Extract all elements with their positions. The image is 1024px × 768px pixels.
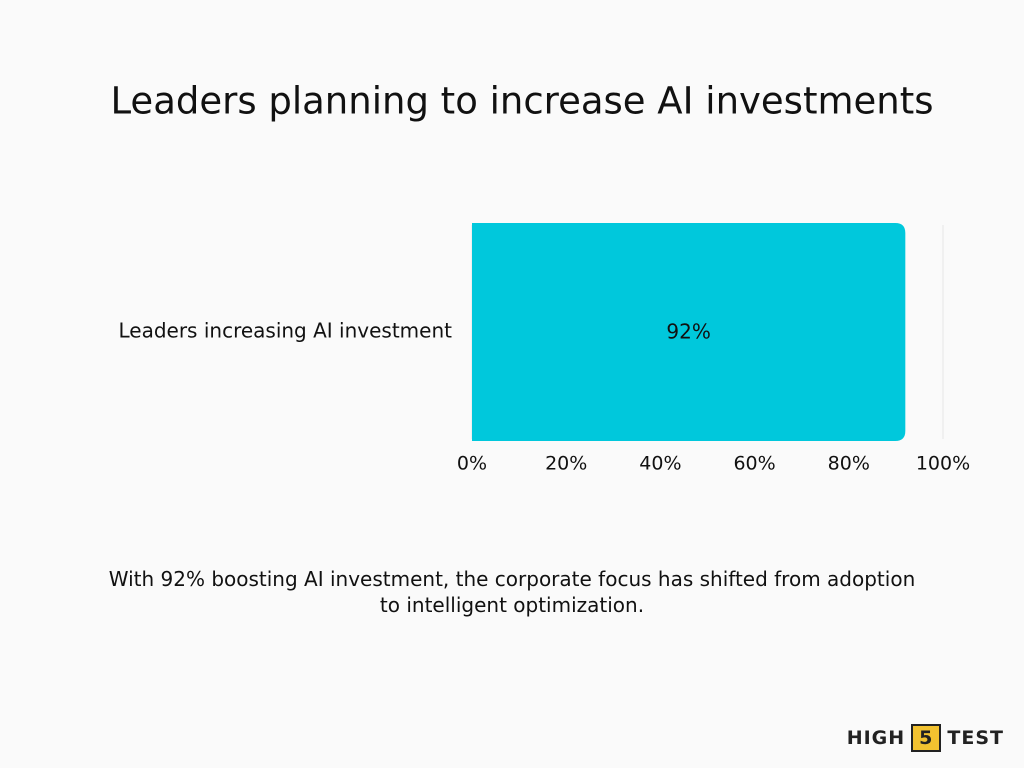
x-tick-label: 60% <box>733 453 775 475</box>
x-tick-label: 100% <box>916 453 970 475</box>
logo-text: TEST <box>947 727 1004 749</box>
x-tick-label: 20% <box>545 453 587 475</box>
logo-text: HIGH <box>846 727 906 749</box>
category-label: Leaders increasing AI investment <box>118 319 452 343</box>
x-tick-label: 0% <box>457 453 487 475</box>
x-tick-label: 40% <box>639 453 681 475</box>
bar <box>472 223 906 441</box>
x-tick-label: 80% <box>828 453 870 475</box>
logo-badge: 5 <box>911 724 942 752</box>
value-label: 92% <box>666 320 710 344</box>
logo: HIGH 5 TEST <box>847 724 1004 752</box>
chart-title: Leaders planning to increase AI investme… <box>110 80 933 123</box>
annotation: With 92% boosting AI investment, the cor… <box>108 567 916 617</box>
